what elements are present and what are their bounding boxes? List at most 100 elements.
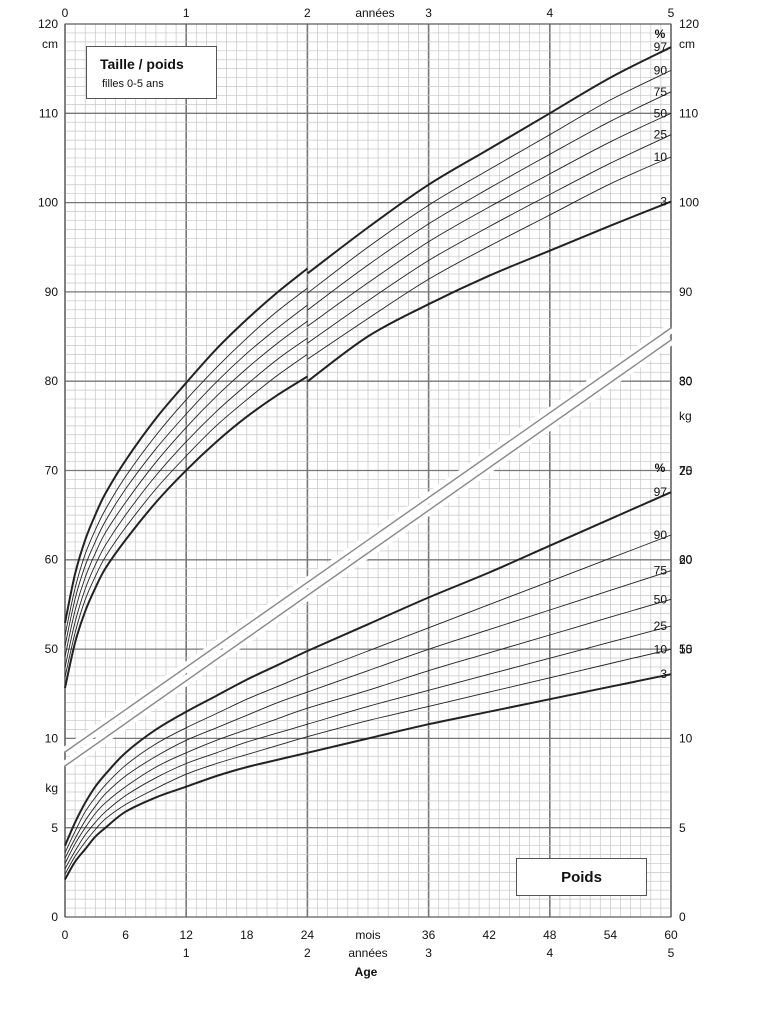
- height-tick-left: 70: [45, 463, 59, 477]
- month-tick: 60: [664, 928, 678, 942]
- height-tick-right: 120: [679, 17, 699, 31]
- height-tick-right: 50: [679, 642, 693, 656]
- chart-subtitle: filles 0-5 ans: [102, 78, 164, 90]
- height-tick-left: 100: [38, 196, 58, 210]
- weight-percent-header: %: [655, 461, 666, 475]
- top-year-tick: 5: [668, 6, 675, 20]
- month-tick: 18: [240, 928, 254, 942]
- weight-p97-label: 97: [654, 485, 668, 499]
- height-tick-left: 60: [45, 553, 59, 567]
- bottom-year-unit: années: [348, 946, 387, 960]
- chart-title: Taille / poids: [100, 56, 184, 72]
- height-p90-line: [307, 69, 672, 294]
- height-p10-line: [307, 156, 672, 360]
- top-year-tick: 1: [183, 6, 190, 20]
- weight-tick-right: 10: [679, 732, 693, 746]
- height-p75-line: [307, 91, 672, 311]
- weight-p50-label: 50: [654, 592, 668, 606]
- height-p90-line: [64, 287, 308, 636]
- weight-curves: 97 90 75 50 25 10 3: [64, 485, 672, 880]
- height-p3-label: 3: [660, 195, 667, 209]
- month-tick: 54: [604, 928, 618, 942]
- bottom-year-tick: 3: [425, 946, 432, 960]
- title-box: Taille / poids filles 0-5 ans: [86, 46, 217, 99]
- height-p50-line: [64, 320, 308, 657]
- height-p90-label: 90: [654, 63, 668, 77]
- month-tick: 48: [543, 928, 557, 942]
- bottom-year-tick: 5: [668, 946, 675, 960]
- height-p50-label: 50: [654, 106, 668, 120]
- weight-p90-line: [64, 534, 672, 853]
- height-tick-left: 90: [45, 285, 59, 299]
- top-year-tick: 0: [62, 6, 69, 20]
- weight-tick-right: 15: [679, 642, 693, 656]
- height-tick-right: 80: [679, 374, 693, 388]
- weight-unit-right: kg: [679, 409, 692, 423]
- weight-p10-label: 10: [654, 642, 668, 656]
- month-tick: 42: [483, 928, 497, 942]
- weight-p25-label: 25: [654, 619, 668, 633]
- height-p75-label: 75: [654, 85, 668, 99]
- weight-tick-left: 5: [51, 821, 58, 835]
- top-year-tick: 3: [425, 6, 432, 20]
- height-p25-label: 25: [654, 128, 668, 142]
- height-p97-line: [306, 46, 672, 275]
- weight-unit-left: kg: [45, 781, 58, 795]
- height-tick-right: 100: [679, 196, 699, 210]
- height-percent-header: %: [655, 27, 666, 41]
- top-axis-unit: années: [355, 6, 394, 20]
- weight-tick-right: 20: [679, 553, 693, 567]
- height-tick-left: 110: [39, 106, 58, 120]
- height-p10-line: [64, 353, 308, 678]
- bottom-year-tick: 1: [183, 946, 190, 960]
- bottom-year-tick: 2: [304, 946, 311, 960]
- weight-tick-right: 30: [679, 375, 693, 389]
- height-p3-line: [64, 375, 308, 689]
- weight-tick-right: 5: [679, 821, 686, 835]
- axis-divider: [62, 323, 674, 771]
- month-tick: 36: [422, 928, 436, 942]
- top-year-tick: 4: [546, 6, 553, 20]
- weight-p25-line: [64, 625, 672, 870]
- weight-p97-line: [64, 491, 672, 846]
- height-tick-right: 60: [679, 553, 693, 567]
- height-p3-line: [306, 200, 672, 383]
- height-tick-right: 90: [679, 285, 693, 299]
- weight-p75-line: [64, 570, 672, 859]
- weight-tick-left: 10: [45, 732, 59, 746]
- height-tick-right: 110: [679, 106, 698, 120]
- height-tick-right: 70: [679, 463, 693, 477]
- height-p10-label: 10: [654, 150, 668, 164]
- height-tick-left: 50: [45, 642, 59, 656]
- plot-frame: [64, 23, 672, 918]
- x-axis-title: Age: [355, 965, 378, 979]
- height-tick-left: 80: [45, 374, 59, 388]
- month-tick: 0: [62, 928, 69, 942]
- weight-title: Poids: [561, 869, 602, 886]
- height-tick-left: 120: [38, 17, 58, 31]
- weight-tick-right: 0: [679, 910, 686, 924]
- month-tick: 6: [122, 928, 129, 942]
- bottom-year-tick: 4: [546, 946, 553, 960]
- height-p97-label: 97: [654, 40, 668, 54]
- weight-p3-label: 3: [660, 667, 667, 681]
- weight-p75-label: 75: [654, 564, 668, 578]
- height-unit-right: cm: [679, 37, 695, 51]
- height-p25-line: [307, 134, 672, 344]
- height-p50-line: [307, 112, 672, 327]
- month-axis-unit: mois: [355, 928, 380, 942]
- divider-line: [64, 339, 672, 767]
- height-p25-line: [64, 337, 308, 668]
- divider-line: [64, 327, 672, 753]
- weight-title-box: Poids: [516, 858, 647, 896]
- weight-p90-label: 90: [654, 528, 668, 542]
- height-p97-line: [64, 267, 309, 624]
- weight-tick-right: 25: [679, 464, 693, 478]
- top-year-tick: 2: [304, 6, 311, 20]
- height-p75-line: [64, 304, 308, 647]
- height-curves: 97 90 75 50 25 10 3: [64, 40, 672, 689]
- weight-p50-line: [64, 598, 672, 864]
- height-unit-left: cm: [42, 37, 58, 51]
